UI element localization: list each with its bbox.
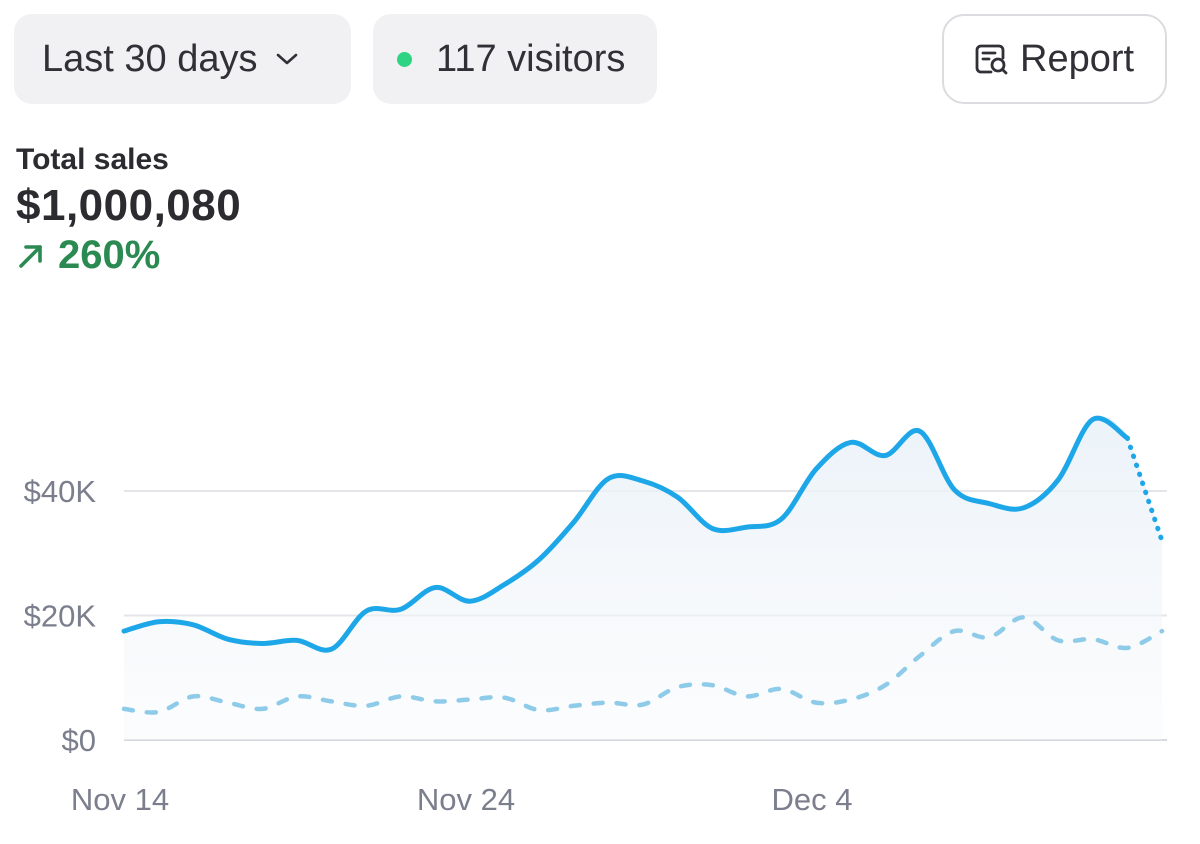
y-tick-label: $0: [62, 723, 96, 758]
trend-up-arrow-icon: [16, 241, 46, 271]
x-tick-label: Nov 14: [71, 782, 169, 817]
x-axis-labels: Nov 14 Nov 24 Dec 4: [71, 782, 853, 817]
x-tick-label: Nov 24: [417, 782, 515, 817]
sales-projection-line: [1124, 435, 1165, 544]
report-search-icon: [974, 41, 1010, 77]
visitors-badge: 117 visitors: [373, 14, 657, 104]
comparison-series-line: [121, 615, 1165, 715]
date-range-dropdown[interactable]: Last 30 days: [14, 14, 351, 104]
report-button[interactable]: Report: [942, 14, 1167, 104]
visitors-count: 117 visitors: [436, 37, 626, 80]
summary-change-value: 260%: [58, 233, 161, 277]
live-status-dot-icon: [397, 51, 412, 67]
summary-label: Total sales: [16, 143, 169, 176]
sales-series-line: [121, 415, 1130, 653]
sales-area-fill: [124, 416, 1162, 740]
sales-summary: Total sales $1,000,080 260%: [16, 143, 241, 278]
y-tick-label: $20K: [24, 599, 97, 634]
date-range-label: Last 30 days: [42, 37, 258, 80]
summary-value: $1,000,080: [16, 181, 242, 230]
y-tick-label: $40K: [24, 474, 97, 509]
report-label: Report: [1020, 37, 1135, 80]
y-axis-labels: $0 $20K $40K: [24, 474, 97, 758]
chart-series-layer: [121, 415, 1165, 715]
summary-change: 260%: [16, 233, 241, 278]
chevron-down-icon: [275, 51, 299, 67]
x-tick-label: Dec 4: [772, 782, 853, 817]
chart-area-layer: [124, 416, 1162, 740]
